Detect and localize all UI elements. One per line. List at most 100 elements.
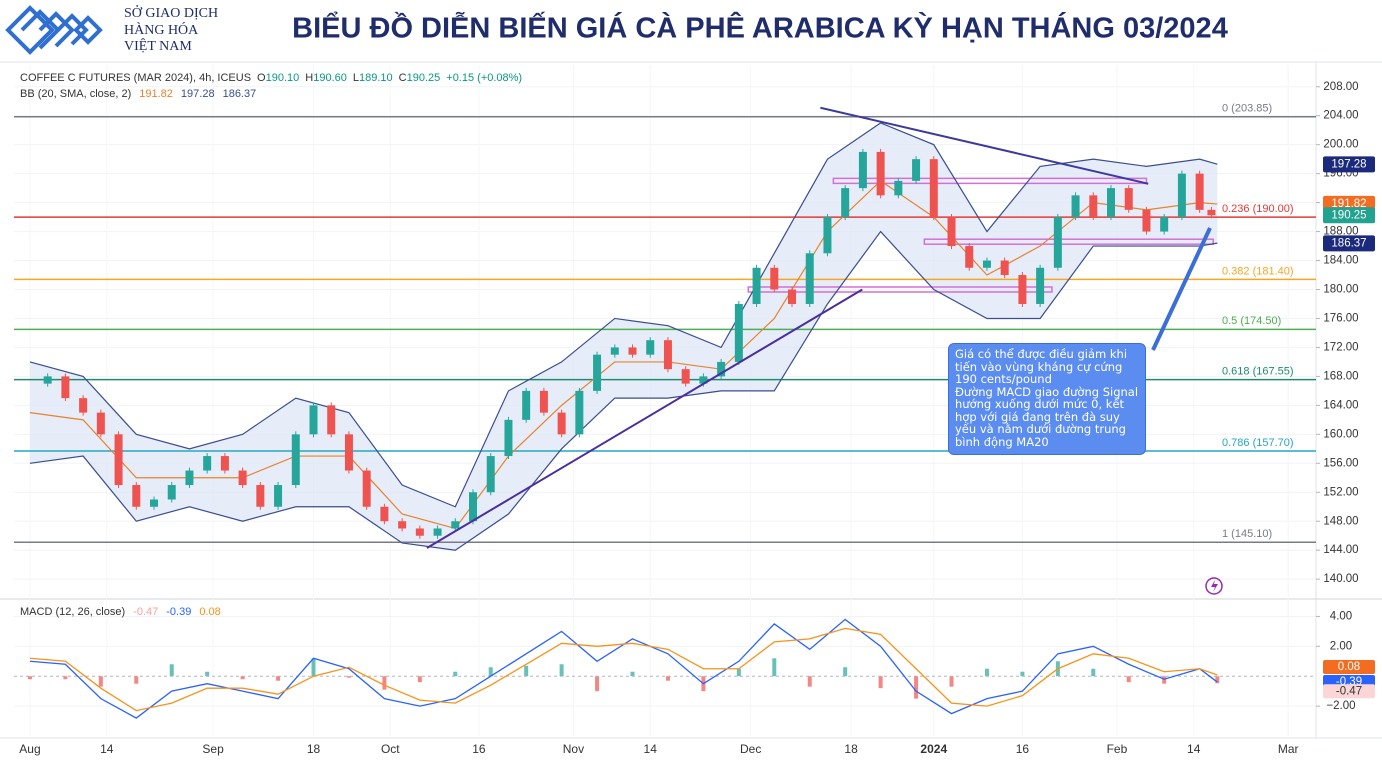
histogram-bar xyxy=(772,658,777,677)
y-tick-label: 184.00 xyxy=(1323,255,1358,267)
candle xyxy=(1036,267,1045,304)
candle xyxy=(1107,188,1116,218)
candle xyxy=(610,347,619,355)
candle xyxy=(327,405,336,435)
x-tick-label: Sep xyxy=(202,742,224,756)
legend-value: 189.10 xyxy=(359,72,393,84)
x-tick-label: Dec xyxy=(740,742,761,756)
band-fill xyxy=(29,122,1218,551)
candle xyxy=(1053,217,1062,268)
candle xyxy=(805,253,814,304)
candle xyxy=(965,246,974,268)
candle xyxy=(1124,188,1133,210)
candle xyxy=(646,340,655,355)
annotation-text: Giá có thể được điều giảm khi tiến vào v… xyxy=(955,347,1128,386)
annotation: Giá có thể được điều giảm khi tiến vào v… xyxy=(948,343,1146,455)
y-tick-label: 204.00 xyxy=(1323,110,1358,122)
candle xyxy=(203,456,212,471)
y-tick-label: 208.00 xyxy=(1323,81,1358,93)
fib-label: 0.236 (190.00) xyxy=(1222,203,1294,215)
candle xyxy=(274,485,283,507)
candle xyxy=(770,267,779,290)
histogram-bar xyxy=(984,668,989,677)
y-tick-label: −2.00 xyxy=(1326,700,1355,712)
y-tick-label: 180.00 xyxy=(1323,284,1358,296)
candle xyxy=(593,354,602,391)
candle xyxy=(132,485,141,507)
candle xyxy=(912,159,921,181)
y-tick-label: 168.00 xyxy=(1323,370,1358,382)
price-tag xyxy=(1323,235,1375,252)
candle xyxy=(415,528,424,536)
logo-text: SỞ GIAO DỊCH xyxy=(124,4,218,21)
histogram-bar xyxy=(1162,676,1167,684)
histogram-bar xyxy=(346,676,351,678)
x-tick-label: 14 xyxy=(100,742,114,756)
resistance-zone xyxy=(747,286,1053,293)
x-tick-label: 14 xyxy=(644,742,658,756)
candle xyxy=(451,521,460,529)
histogram-bar xyxy=(1020,671,1025,677)
candle xyxy=(309,405,318,435)
fib-label: 0.618 (167.55) xyxy=(1222,366,1294,378)
histogram-bar xyxy=(665,676,670,681)
y-tick-label: 200.00 xyxy=(1323,139,1358,151)
histogram-bar xyxy=(134,676,139,684)
candle xyxy=(291,434,300,486)
candle xyxy=(256,485,265,507)
candle xyxy=(841,188,850,218)
candle xyxy=(663,340,672,370)
candle xyxy=(486,456,495,493)
candle xyxy=(1177,173,1186,218)
macd-line xyxy=(29,627,1218,712)
candle xyxy=(982,260,991,268)
legend-value: 0.08 xyxy=(199,606,220,618)
x-tick-label: Feb xyxy=(1107,742,1128,756)
histogram-bar xyxy=(63,676,68,680)
resistance-zone xyxy=(832,177,1148,185)
callout-arrow xyxy=(1151,227,1212,351)
histogram-bar xyxy=(417,676,422,683)
candle xyxy=(628,347,637,355)
fib-label: 0.382 (181.40) xyxy=(1222,265,1294,277)
y-tick-label: 176.00 xyxy=(1323,312,1358,324)
candle xyxy=(380,506,389,522)
candle xyxy=(929,159,938,218)
candle xyxy=(947,217,956,247)
candle xyxy=(1089,195,1098,218)
y-tick-label: 188.00 xyxy=(1323,226,1358,238)
legend-value: 190.10 xyxy=(266,72,300,84)
histogram-bar xyxy=(488,667,493,677)
x-tick-label: 14 xyxy=(1187,742,1201,756)
price-tag-label: 186.37 xyxy=(1331,237,1366,249)
price-tag-label: 190.25 xyxy=(1331,209,1366,221)
resistance-zone xyxy=(923,238,1214,245)
y-tick-label: 4.00 xyxy=(1330,610,1352,622)
x-tick-label: Oct xyxy=(381,742,400,756)
candle xyxy=(699,376,708,384)
y-tick-label: 140.00 xyxy=(1323,573,1358,585)
candle xyxy=(539,390,548,413)
y-tick-label: 164.00 xyxy=(1323,399,1358,411)
x-tick-label: 18 xyxy=(307,742,321,756)
candle xyxy=(894,180,903,196)
legend-key: O xyxy=(257,72,266,84)
fib-label: 0 (203.85) xyxy=(1222,103,1272,115)
candle xyxy=(185,470,194,486)
fib-label: 1 (145.10) xyxy=(1222,528,1272,540)
legend-value: 190.60 xyxy=(313,72,347,84)
x-tick-label: 2024 xyxy=(920,742,947,756)
histogram-bar xyxy=(949,676,954,687)
histogram-bar xyxy=(914,676,919,699)
histogram-bar xyxy=(843,667,848,677)
histogram-bar xyxy=(311,658,316,677)
candle xyxy=(79,398,88,413)
legend-value: 191.82 xyxy=(139,88,173,100)
histogram-bar xyxy=(98,676,103,687)
legend-symbol: COFFEE C FUTURES (MAR 2024), 4h, ICEUS xyxy=(20,72,251,84)
candle xyxy=(1142,209,1151,232)
price-tag xyxy=(1323,207,1375,224)
fib-label: 0.786 (157.70) xyxy=(1222,437,1294,449)
legend-value: -0.39 xyxy=(166,606,191,618)
